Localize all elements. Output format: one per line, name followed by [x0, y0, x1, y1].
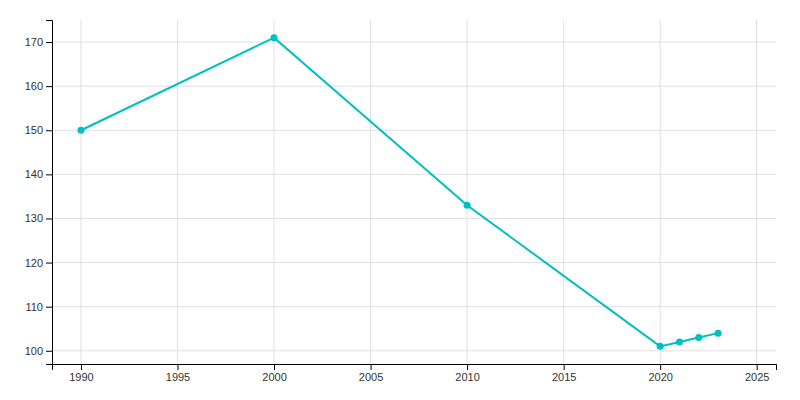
chart-svg: 1990 1995 2000 2005 2010 2015 2020 2025 100 110 12… — [0, 0, 800, 400]
y-axis-tick-mark — [46, 86, 52, 87]
x-axis: 1990 1995 2000 2005 2010 2015 2020 2025 — [53, 364, 777, 383]
grid-line-y — [52, 130, 776, 131]
x-axis-tick: 1990 — [69, 364, 93, 383]
grid-line-y — [52, 262, 776, 263]
x-axis-tick-mark — [467, 364, 468, 370]
x-axis-tick-mark — [660, 364, 661, 370]
x-axis-tick: 2010 — [455, 364, 479, 383]
y-axis-tick-mark — [46, 263, 52, 264]
y-axis-tick: 130 — [25, 212, 52, 224]
x-axis-tick-label: 2020 — [648, 371, 672, 383]
y-axis-tick-mark — [46, 307, 52, 308]
x-axis-tick-label: 2010 — [455, 371, 479, 383]
x-axis-tick: 2025 — [745, 364, 769, 383]
grid-line-x — [467, 20, 468, 364]
grid — [52, 20, 776, 364]
grid-line-x — [370, 20, 371, 364]
point — [464, 202, 471, 209]
grid-line-x — [177, 20, 178, 364]
y-axis-tick-mark — [46, 218, 52, 219]
chart-container: 1990 1995 2000 2005 2010 2015 2020 2025 100 110 12… — [0, 0, 800, 400]
x-axis-tick-mark — [177, 364, 178, 370]
y-axis-tick: 110 — [25, 301, 52, 313]
y-axis-tick: 100 — [25, 345, 52, 357]
y-axis-tick: 140 — [25, 168, 52, 180]
x-axis-tick-mark — [274, 364, 275, 370]
point — [77, 127, 84, 134]
grid-line-x — [756, 20, 757, 364]
point — [657, 343, 664, 350]
point — [676, 338, 683, 345]
x-axis-tick-label: 2000 — [262, 371, 286, 383]
x-axis-tick: 2015 — [552, 364, 576, 383]
y-axis-tick-mark — [46, 130, 52, 131]
y-axis-domain — [46, 21, 53, 365]
x-axis-domain — [53, 365, 777, 371]
grid-line-y — [52, 218, 776, 219]
x-axis-tick: 2000 — [262, 364, 286, 383]
x-axis-tick-label: 2025 — [745, 371, 769, 383]
x-axis-tick: 1995 — [166, 364, 190, 383]
x-axis-tick-label: 2005 — [359, 371, 383, 383]
y-axis-tick-label: 160 — [25, 80, 43, 92]
x-axis-tick-label: 1995 — [166, 371, 190, 383]
y-axis-tick-label: 170 — [25, 36, 43, 48]
y-axis-tick-label: 120 — [25, 257, 43, 269]
line — [81, 38, 718, 347]
grid-line-y — [52, 350, 776, 351]
y-axis-tick: 170 — [25, 36, 52, 48]
y-axis-tick-label: 150 — [25, 124, 43, 136]
grid-line-y — [52, 306, 776, 307]
y-axis-tick: 120 — [25, 257, 52, 269]
y-axis-tick: 160 — [25, 80, 52, 92]
y-axis: 100 110 120 130 140 150 160 170 — [25, 21, 53, 365]
grid-line-x — [80, 20, 81, 364]
y-axis-tick-mark — [46, 42, 52, 43]
x-axis-tick-mark — [81, 364, 82, 370]
grid-line-y — [52, 42, 776, 43]
y-axis-tick-mark — [46, 351, 52, 352]
y-axis-tick-label: 130 — [25, 212, 43, 224]
plot-area — [77, 34, 721, 350]
x-axis-tick-mark — [757, 364, 758, 370]
point — [715, 330, 722, 337]
x-axis-tick-label: 1990 — [69, 371, 93, 383]
y-axis-tick: 150 — [25, 124, 52, 136]
y-axis-tick-label: 140 — [25, 168, 43, 180]
grid-line-x — [563, 20, 564, 364]
y-axis-tick-mark — [46, 174, 52, 175]
y-axis-tick-label: 110 — [25, 301, 43, 313]
grid-line-x — [274, 20, 275, 364]
grid-line-x — [660, 20, 661, 364]
grid-line-y — [52, 174, 776, 175]
x-axis-tick-label: 2015 — [552, 371, 576, 383]
x-axis-tick: 2005 — [359, 364, 383, 383]
point — [695, 334, 702, 341]
grid-line-y — [52, 86, 776, 87]
point — [271, 34, 278, 41]
x-axis-tick: 2020 — [648, 364, 672, 383]
x-axis-tick-mark — [371, 364, 372, 370]
x-axis-tick-mark — [564, 364, 565, 370]
y-axis-tick-label: 100 — [25, 345, 43, 357]
